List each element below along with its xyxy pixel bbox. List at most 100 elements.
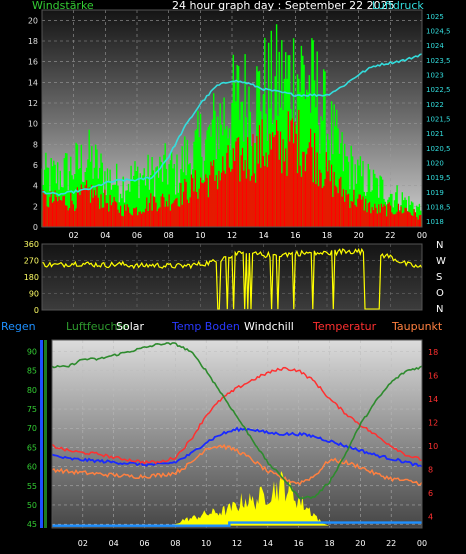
temperature-tick-label: 4: [428, 512, 433, 521]
temperature-tick-label: 16: [428, 371, 438, 380]
pressure-tick-label: 1023: [426, 72, 444, 80]
compass-label: N: [436, 240, 443, 251]
x-tick-label: 20: [355, 539, 365, 548]
wind-pressure-panel-border: [41, 9, 423, 228]
wind-x-axis-ticks: 02 04 06 08 10 12 14 16 18 20 22 00: [69, 231, 428, 240]
wind-direction-panel-border: [41, 243, 423, 311]
wind-tick-label: 20: [28, 16, 38, 25]
x-tick-label: 06: [139, 539, 149, 548]
legend-soil-temp: Temp Boden: [171, 320, 240, 333]
humidity-tick-label: 70: [27, 424, 37, 433]
wind-tick-label: 12: [28, 99, 38, 108]
chart-title: 24 hour graph day : September 22 2025: [172, 0, 395, 12]
temperature-tick-label: 14: [428, 395, 438, 404]
temperature-tick-label: 10: [428, 442, 438, 451]
multi-panel-bg: [52, 340, 422, 528]
x-tick-label: 08: [164, 231, 174, 240]
compass-label: S: [436, 272, 442, 283]
wind-tick-label: 6: [33, 161, 38, 170]
direction-tick-label: 180: [24, 273, 39, 282]
dewpoint-line: [51, 443, 423, 486]
wind-tick-label: 4: [33, 182, 38, 191]
pressure-axis-title: Luftdruck: [372, 0, 424, 12]
x-tick-label: 22: [386, 539, 396, 548]
direction-tick-label: 360: [24, 240, 39, 249]
pressure-tick-label: 1023,5: [426, 57, 451, 65]
humidity-tick-label: 80: [27, 386, 37, 395]
x-tick-label: 14: [259, 231, 269, 240]
temperature-tick-label: 12: [428, 418, 438, 427]
wind-axis-title: Windstärke: [32, 0, 94, 12]
x-tick-label: 10: [195, 231, 205, 240]
x-tick-label: 22: [385, 231, 395, 240]
wind-tick-label: 18: [28, 37, 38, 46]
x-tick-label: 00: [417, 539, 427, 548]
wind-tick-label: 16: [28, 58, 38, 67]
x-tick-label: 02: [69, 231, 79, 240]
wind-direction-line: [41, 247, 423, 310]
pressure-tick-label: 1019,5: [426, 174, 451, 182]
x-tick-label: 10: [201, 539, 211, 548]
humidity-tick-label: 65: [27, 443, 37, 452]
compass-label: W: [436, 256, 446, 267]
pressure-tick-label: 1022: [426, 101, 444, 109]
humidity-axis-bar: [44, 340, 47, 528]
temperature-tick-label: 8: [428, 465, 433, 474]
humidity-tick-label: 45: [27, 520, 37, 529]
pressure-tick-label: 1022,5: [426, 86, 451, 94]
direction-tick-label: 0: [34, 306, 39, 315]
x-tick-label: 16: [290, 231, 300, 240]
x-tick-label: 04: [109, 539, 119, 548]
x-tick-label: 12: [232, 539, 242, 548]
pressure-tick-label: 1021: [426, 130, 444, 138]
rain-line: [52, 521, 422, 527]
wind-direction-marks: [41, 247, 423, 310]
pressure-tick-label: 1024,5: [426, 28, 451, 36]
temperature-tick-label: 6: [428, 489, 433, 498]
temperature-y-axis-ticks: 4 6 8 10 12 14 16 18: [428, 348, 438, 522]
humidity-line: [51, 342, 423, 500]
x-tick-label: 18: [322, 231, 332, 240]
humidity-tick-label: 75: [27, 405, 37, 414]
pressure-tick-label: 1020,5: [426, 145, 451, 153]
pressure-tick-label: 1020: [426, 159, 444, 167]
legend-temperature: Temperatur: [312, 320, 377, 333]
humidity-tick-label: 90: [27, 348, 37, 357]
x-tick-label: 00: [417, 231, 427, 240]
x-tick-label: 02: [78, 539, 88, 548]
pressure-tick-label: 1018: [426, 218, 444, 226]
solar-area: [52, 471, 422, 526]
pressure-line: [41, 53, 423, 197]
compass-label: O: [436, 288, 444, 299]
direction-y-axis-ticks: 0 90 180 270 360: [24, 240, 39, 315]
soil-temp-line: [51, 426, 423, 468]
x-tick-label: 04: [100, 231, 110, 240]
humidity-tick-label: 55: [27, 482, 37, 491]
legend-solar: Solar: [116, 320, 145, 333]
multi-x-axis-ticks: 02 04 06 08 10 12 14 16 18 20 22 00: [78, 539, 427, 548]
legend-rain: Regen: [1, 320, 36, 333]
pressure-tick-label: 1024: [426, 42, 444, 50]
pressure-tick-label: 1025: [426, 13, 444, 21]
temperature-tick-label: 18: [428, 348, 438, 357]
wind-tick-label: 8: [33, 140, 38, 149]
rain-axis-bar: [40, 340, 43, 528]
x-tick-label: 16: [294, 539, 304, 548]
pressure-tick-label: 1019: [426, 189, 444, 197]
pressure-y-axis-ticks: 1018 1018,5 1019 1019,5 1020 1020,5 1021 1021,5…: [426, 13, 451, 226]
x-tick-label: 06: [132, 231, 142, 240]
pressure-tick-label: 1021,5: [426, 116, 451, 124]
multi-panel-border: [51, 339, 423, 529]
humidity-tick-label: 85: [27, 367, 37, 376]
legend-dewpoint: Taupunkt: [391, 320, 443, 333]
direction-tick-label: 270: [24, 257, 39, 266]
x-tick-label: 18: [324, 539, 334, 548]
wind-tick-label: 0: [33, 223, 38, 232]
wind-tick-label: 2: [33, 202, 38, 211]
x-tick-label: 14: [263, 539, 273, 548]
humidity-tick-label: 50: [27, 501, 37, 510]
x-tick-label: 20: [354, 231, 364, 240]
wind-direction-grid: [42, 243, 423, 311]
